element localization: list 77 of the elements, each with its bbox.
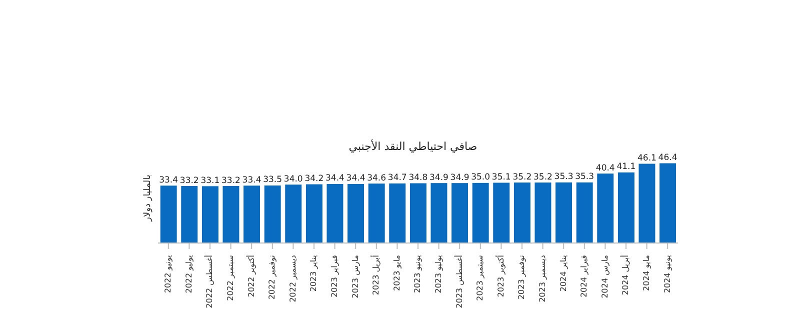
x-tick-label: يناير 2024	[558, 255, 568, 292]
x-tick-label: مايو 2024	[642, 255, 651, 291]
data-label: 35.2	[512, 172, 532, 182]
x-tick-label: يونيو 2024	[662, 255, 672, 294]
data-label: 33.2	[180, 176, 199, 186]
data-label: 35.1	[492, 172, 511, 182]
data-label: 40.4	[596, 163, 615, 174]
data-label: 34.7	[388, 173, 407, 184]
bar	[180, 186, 198, 243]
bar	[617, 172, 635, 243]
bar	[513, 182, 531, 243]
bar	[555, 182, 573, 243]
data-label: 41.1	[616, 162, 636, 172]
bar	[347, 183, 365, 243]
bar	[659, 163, 677, 243]
x-tick-label: سبتمبر 2023	[476, 254, 485, 301]
bar	[243, 185, 261, 243]
data-label: 34.0	[284, 174, 303, 184]
data-label: 34.4	[326, 174, 344, 184]
x-tick-label: يوليو 2023	[434, 255, 443, 294]
bar	[596, 173, 614, 243]
x-tick-label: أبريل 2023	[370, 255, 381, 296]
data-label: 34.2	[304, 174, 324, 184]
data-label: 34.4	[346, 174, 366, 184]
bar	[638, 163, 656, 243]
x-tick-label: أغسطس 2023	[454, 255, 464, 308]
data-label: 35.0	[471, 172, 490, 183]
x-tick-label: ديسمبر 2022	[288, 254, 298, 302]
data-label: 46.4	[658, 153, 678, 163]
x-tick-label: ديسمبر 2023	[538, 254, 547, 302]
data-label: 33.5	[263, 175, 282, 186]
bar	[264, 184, 282, 243]
data-label: 34.9	[430, 172, 448, 183]
x-tick-label: يونيو 2022	[164, 255, 173, 294]
data-label: 34.6	[367, 173, 386, 184]
bar	[305, 184, 323, 243]
bar	[326, 183, 344, 243]
data-label: 33.4	[159, 175, 178, 186]
x-tick-label: أكتوبر 2023	[495, 255, 506, 298]
data-label: 46.1	[638, 154, 656, 164]
x-tick-label: يناير 2023	[309, 255, 318, 292]
x-tick-label: يونيو 2023	[413, 255, 422, 294]
x-tick-label: أغسطس 2022	[204, 255, 214, 308]
data-label: 34.9	[450, 172, 470, 183]
bar	[409, 182, 427, 243]
data-label: 33.1	[200, 176, 220, 186]
bar	[472, 182, 490, 243]
bar	[201, 186, 219, 243]
data-label: 33.4	[242, 175, 262, 186]
bar	[492, 182, 510, 243]
bar	[451, 182, 469, 243]
bar	[576, 182, 594, 243]
data-label: 35.3	[554, 172, 574, 182]
chart-title: صافي احتياطي النقد الأجنبي	[348, 140, 478, 153]
bar	[284, 184, 302, 243]
data-label: 34.8	[408, 173, 428, 183]
x-tick-label: سبتمبر 2022	[226, 254, 235, 301]
data-label: 35.3	[575, 172, 594, 182]
bar	[534, 182, 552, 243]
y-axis-title: بالمليار دولار	[143, 174, 153, 222]
x-tick-label: مايو 2023	[392, 255, 402, 291]
bar	[222, 186, 240, 243]
x-tick-label: فبراير 2024	[580, 254, 589, 298]
x-tick-label: نوفمبر 2023	[517, 255, 526, 300]
bar	[368, 183, 386, 243]
x-tick-label: يوليو 2022	[184, 255, 194, 294]
data-label: 33.2	[222, 176, 240, 186]
bar	[388, 182, 406, 243]
x-tick-label: أكتوبر 2022	[246, 255, 256, 298]
bar	[160, 185, 178, 243]
x-tick-label: مارس 2023	[350, 255, 360, 298]
x-tick-label: مارس 2024	[600, 255, 610, 298]
x-tick-label: أبريل 2024	[620, 255, 630, 296]
x-tick-label: نوفمبر 2022	[268, 255, 277, 300]
bar	[430, 182, 448, 243]
data-label: 35.2	[534, 172, 552, 182]
x-tick-label: فبراير 2023	[330, 254, 339, 298]
